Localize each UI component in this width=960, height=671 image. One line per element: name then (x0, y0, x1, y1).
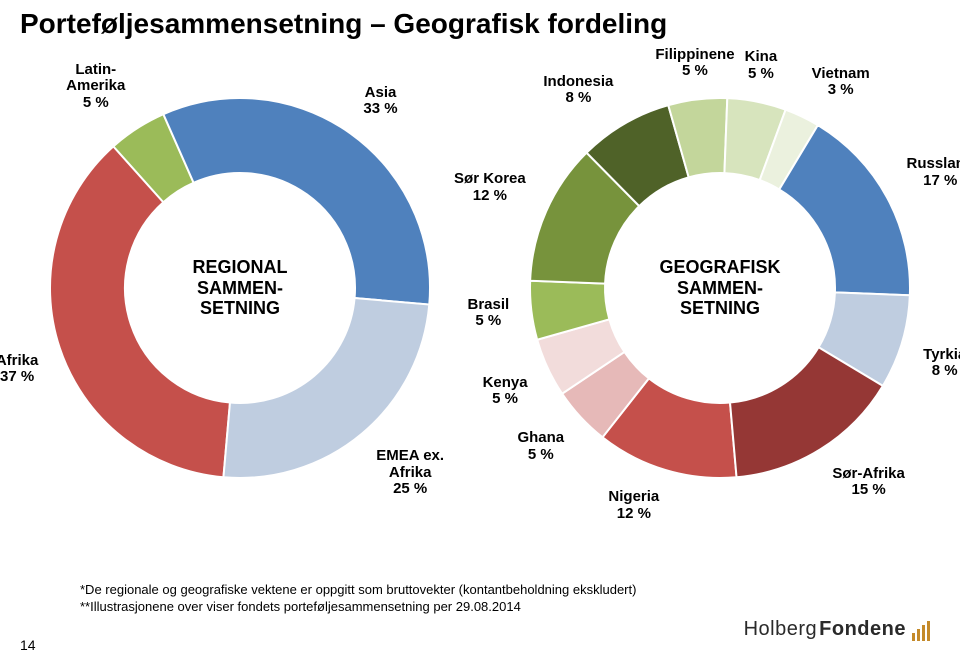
slice-label: Asia 33 % (363, 85, 397, 118)
page-title: Porteføljesammensetning – Geografisk for… (20, 8, 667, 40)
slice-label: Nigeria 12 % (608, 489, 659, 522)
slice-label: Kina 5 % (745, 49, 778, 82)
footnotes: *De regionale og geografiske vektene er … (80, 581, 636, 616)
slice-label: Ghana 5 % (517, 430, 564, 463)
slice-label: Vietnam 3 % (812, 66, 870, 99)
slice-label: Tyrkia 8 % (923, 347, 960, 380)
slice-label: Brasil 5 % (468, 297, 510, 330)
slice-label: Kenya 5 % (483, 375, 528, 408)
geographic-donut: GEOGRAFISKSAMMEN-SETNING Nigeria 12 %Gha… (500, 68, 940, 508)
charts-row: REGIONALSAMMEN-SETNING Afrika 37 % Latin-… (0, 58, 960, 518)
slice-label: Filippinene 5 % (655, 47, 734, 80)
regional-center-label: REGIONALSAMMEN-SETNING (192, 257, 287, 319)
footnote-2: **Illustrasjonene over viser fondets por… (80, 598, 636, 616)
geographic-center-label: GEOGRAFISKSAMMEN-SETNING (659, 257, 780, 319)
slice-label: Indonesia 8 % (543, 74, 613, 107)
brand-bars-icon (912, 621, 930, 641)
footnote-1: *De regionale og geografiske vektene er … (80, 581, 636, 599)
brand-text-light: Holberg (744, 618, 818, 641)
slice-label: Sør Korea 12 % (454, 171, 526, 204)
brand-text-bold: Fondene (819, 618, 906, 641)
slice-label: Russland 17 % (906, 156, 960, 189)
regional-donut: REGIONALSAMMEN-SETNING Afrika 37 %Latin-… (20, 68, 460, 508)
slice-label: Sør-Afrika 15 % (832, 466, 905, 499)
slice-label: Latin- Amerika 5 % (66, 62, 125, 112)
page-number: 14 (20, 637, 36, 653)
brand-logo: HolbergFondene (744, 618, 930, 641)
slice-label: Afrika 37 % (0, 353, 38, 386)
slice-label: EMEA ex. Afrika 25 % (376, 448, 444, 498)
